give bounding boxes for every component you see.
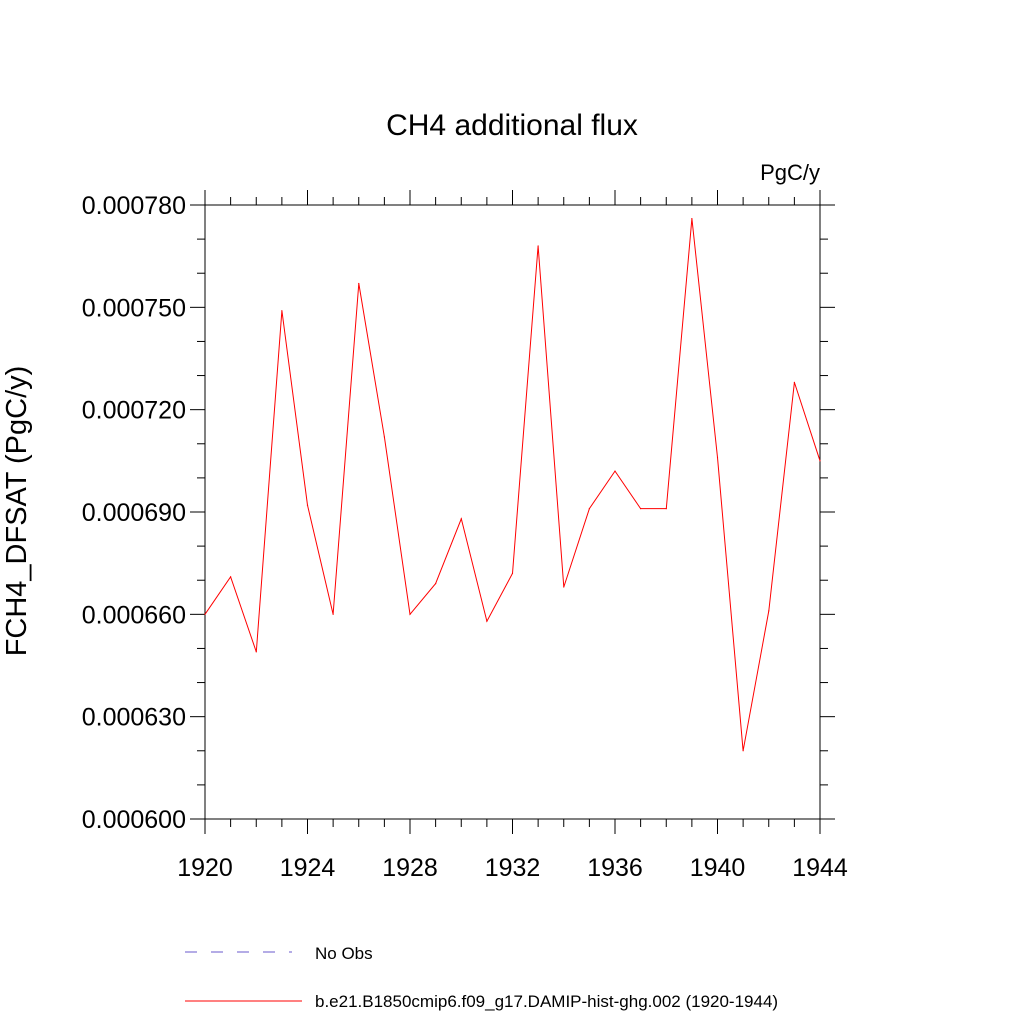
data-point	[640, 507, 642, 510]
data-point	[511, 572, 514, 575]
data-point	[742, 750, 744, 752]
data-point	[614, 470, 616, 472]
x-tick-label: 1936	[587, 854, 643, 882]
y-axis-label: FCH4_DFSAT (PgC/y)	[1, 366, 33, 657]
data-point	[435, 583, 437, 585]
data-point	[793, 381, 795, 383]
legend-label-model-run: b.e21.B1850cmip6.f09_g17.DAMIP-hist-ghg.…	[315, 992, 778, 1011]
x-tick-label: 1940	[690, 854, 746, 882]
plot-frame	[204, 204, 821, 820]
data-point	[486, 620, 488, 622]
legend-label-no-obs: No Obs	[315, 944, 373, 963]
x-tick-label: 1928	[382, 854, 438, 882]
data-point	[306, 504, 309, 506]
data-point	[358, 282, 360, 285]
legend: No Obs b.e21.B1850cmip6.f09_g17.DAMIP-hi…	[185, 944, 778, 1011]
y-tick-label: 0.000630	[82, 704, 186, 732]
x-tick-label: 1944	[792, 854, 848, 882]
data-point	[716, 456, 719, 459]
y-tick-label: 0.000660	[82, 601, 186, 629]
data-point	[588, 507, 590, 510]
data-point	[255, 651, 257, 653]
data-point	[537, 245, 539, 247]
data-point	[819, 460, 821, 462]
y-tick-label: 0.000720	[82, 397, 186, 425]
data-point	[204, 613, 206, 615]
x-tick-label: 1924	[280, 854, 336, 882]
data-point	[460, 518, 462, 520]
data-point	[383, 436, 385, 438]
x-tick-label: 1932	[485, 854, 541, 882]
data-point	[281, 310, 283, 312]
y-tick-label: 0.000600	[82, 806, 186, 834]
data-point	[691, 218, 693, 220]
data-point	[768, 610, 770, 612]
series-line	[204, 218, 821, 751]
units-label: PgC/y	[760, 160, 820, 185]
chart-title: CH4 additional flux	[386, 109, 638, 142]
y-tick-label: 0.000780	[82, 192, 186, 220]
data-point	[665, 507, 667, 510]
x-tick-label: 1920	[177, 854, 233, 882]
data-point	[332, 613, 334, 615]
y-tick-label: 0.000690	[82, 499, 186, 527]
data-point	[409, 613, 411, 615]
data-point	[563, 586, 565, 588]
y-tick-label: 0.000750	[82, 294, 186, 322]
data-point	[230, 576, 232, 578]
